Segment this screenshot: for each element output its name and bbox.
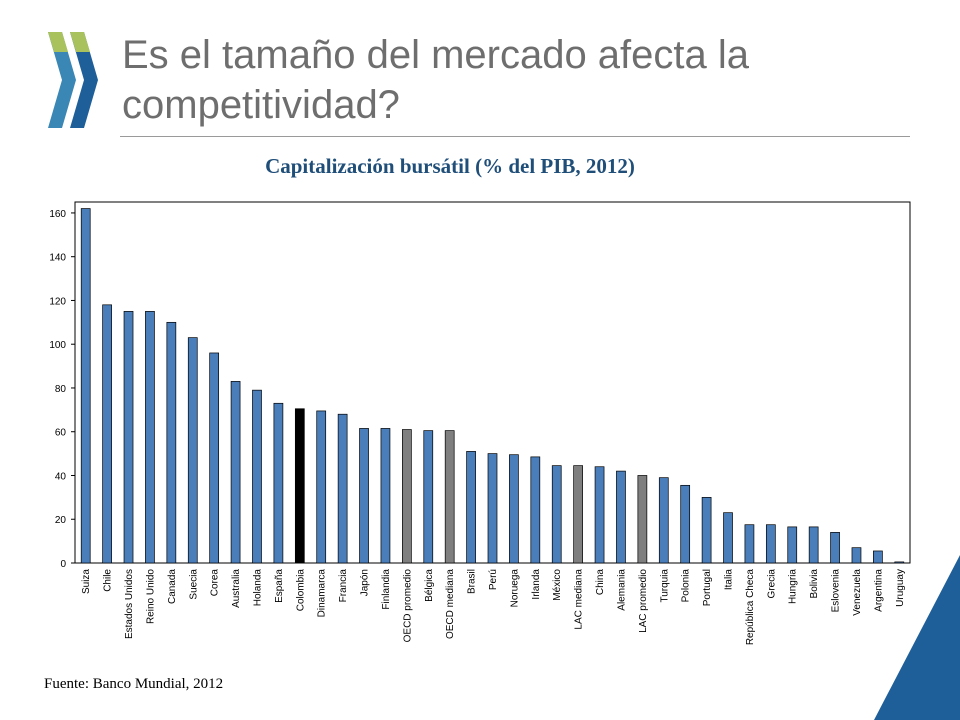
oecd-logo-chevrons-icon — [48, 32, 98, 128]
x-tick-label: México — [552, 569, 563, 601]
x-tick-label: Alemania — [616, 569, 627, 611]
bar — [808, 526, 819, 564]
bar — [380, 428, 391, 564]
bar — [273, 402, 284, 564]
bar — [787, 526, 798, 564]
bar — [830, 532, 840, 564]
bar — [230, 381, 241, 564]
x-tick-label: Uruguay — [895, 569, 906, 607]
x-tick-label: Italia — [724, 569, 735, 591]
x-tick-label: Perú — [488, 569, 499, 590]
y-tick-label: 120 — [49, 296, 66, 307]
bar — [359, 428, 369, 564]
bar — [166, 321, 177, 564]
x-tick-label: Hungria — [788, 569, 799, 604]
bar — [294, 408, 305, 564]
y-tick-label: 40 — [55, 471, 67, 482]
x-tick-label: Bolivia — [809, 569, 820, 599]
bar — [337, 413, 348, 564]
bar — [80, 208, 91, 564]
y-tick-label: 20 — [55, 515, 67, 526]
bar — [723, 512, 733, 564]
x-tick-label: Portugal — [702, 569, 713, 606]
bar — [851, 547, 862, 564]
x-tick-label: Canada — [167, 569, 178, 604]
bar — [765, 524, 776, 564]
x-tick-label: Japón — [360, 569, 371, 596]
x-tick-label: Suecia — [188, 569, 199, 600]
bar — [123, 311, 134, 564]
bar — [423, 430, 434, 564]
x-tick-label: Grecia — [766, 569, 777, 599]
bar — [487, 453, 498, 564]
bar — [680, 484, 691, 564]
bar — [551, 465, 562, 564]
bar — [701, 497, 712, 564]
x-tick-label: LAC promedio — [638, 569, 649, 633]
bar — [616, 470, 626, 564]
x-tick-label: Reino Unido — [145, 569, 156, 624]
x-tick-label: Estados Unidos — [124, 569, 135, 639]
y-tick-label: 60 — [55, 428, 67, 439]
bar — [594, 466, 605, 564]
x-tick-label: República Checa — [745, 569, 756, 646]
x-tick-label: Suiza — [81, 569, 92, 594]
source-note: Fuente: Banco Mundial, 2012 — [44, 676, 224, 692]
x-tick-label: OECD promedio — [402, 569, 413, 643]
x-tick-label: Turquia — [659, 569, 670, 603]
bar — [187, 337, 198, 564]
bar — [252, 389, 262, 564]
x-tick-label: Noruega — [509, 569, 520, 608]
y-tick-label: 140 — [49, 253, 66, 264]
y-tick-label: 160 — [49, 209, 66, 220]
y-tick-label: 100 — [49, 340, 66, 351]
bar — [573, 465, 583, 564]
y-tick-label: 80 — [55, 384, 67, 395]
slide-title: Es el tamaño del mercado afecta la compe… — [122, 33, 750, 127]
title-divider — [120, 136, 910, 137]
bar — [894, 561, 905, 564]
bar — [873, 550, 883, 564]
x-tick-label: Venezuela — [852, 569, 863, 616]
bar — [102, 304, 112, 564]
x-tick-label: Polonia — [681, 569, 692, 603]
x-tick-label: Irlanda — [531, 569, 542, 600]
chart-title: Capitalización bursátil (% del PIB, 2012… — [265, 154, 635, 178]
x-tick-label: Dinamarca — [317, 569, 328, 618]
bar — [316, 410, 327, 564]
bar — [744, 524, 755, 564]
x-tick-label: Argentina — [873, 569, 884, 612]
bar — [509, 454, 519, 564]
bar — [466, 451, 476, 564]
x-tick-label: Holanda — [252, 569, 263, 607]
x-tick-label: Corea — [210, 569, 221, 597]
x-tick-label: Bélgica — [424, 569, 435, 602]
x-tick-label: Finlandia — [381, 569, 392, 610]
y-tick-label: 0 — [60, 559, 66, 570]
bar — [637, 475, 648, 564]
bar — [530, 456, 541, 564]
x-tick-label: LAC mediana — [574, 569, 585, 630]
bar — [658, 477, 669, 564]
x-tick-label: China — [595, 569, 606, 596]
x-tick-label: Australia — [231, 569, 242, 608]
x-tick-label: Brasil — [467, 569, 478, 594]
bar — [402, 429, 412, 564]
bar — [209, 352, 220, 564]
bar — [444, 430, 455, 564]
x-tick-label: España — [274, 569, 285, 603]
x-tick-label: OECD mediana — [445, 569, 456, 639]
x-tick-label: Colombia — [295, 569, 306, 612]
x-tick-label: Chile — [103, 569, 114, 592]
x-tick-label: Eslovenia — [831, 569, 842, 613]
bar — [145, 311, 155, 564]
x-tick-label: Francia — [338, 569, 349, 603]
corner-triangle-decoration — [874, 555, 960, 720]
